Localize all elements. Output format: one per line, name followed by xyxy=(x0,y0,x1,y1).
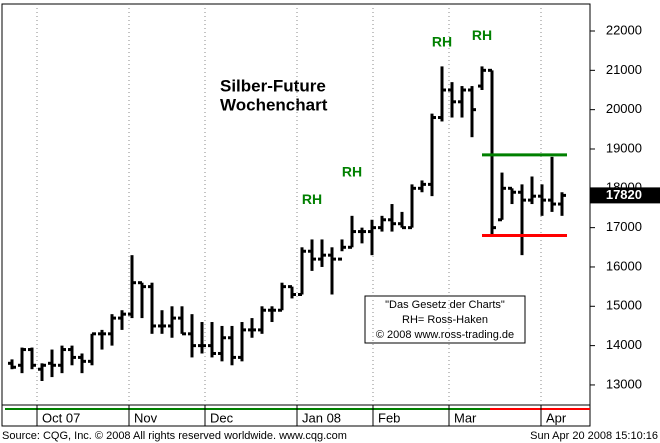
x-tick-label: Feb xyxy=(378,410,400,425)
y-tick-label: 14000 xyxy=(606,337,642,352)
y-tick-label: 19000 xyxy=(606,140,642,155)
x-tick-label: Oct 07 xyxy=(42,410,80,425)
y-tick-label: 15000 xyxy=(606,298,642,313)
x-tick-label: Dec xyxy=(210,410,234,425)
note-line: RH= Ross-Haken xyxy=(402,314,488,326)
note-box xyxy=(364,295,526,344)
y-tick-label: 16000 xyxy=(606,258,642,273)
last-price-box xyxy=(590,187,660,204)
last-price-label: 17820 xyxy=(606,187,642,202)
x-tick-label: Apr xyxy=(546,410,567,425)
source: Source: CQG, Inc. © 2008 All rights rese… xyxy=(2,430,347,442)
y-tick-label: 13000 xyxy=(606,376,642,391)
chart-subtitle: Wochenchart xyxy=(220,95,328,114)
note-line: "Das Gesetz der Charts" xyxy=(385,299,505,311)
y-tick-label: 20000 xyxy=(606,101,642,116)
annotation: RH xyxy=(302,191,322,207)
annotation: RH xyxy=(472,27,492,43)
note-line: © 2008 www.ross-trading.de xyxy=(376,329,514,341)
x-tick-label: Nov xyxy=(134,410,158,425)
y-tick-label: 17000 xyxy=(606,219,642,234)
x-tick-label: Mar xyxy=(454,410,477,425)
chart-title: Silber-Future xyxy=(220,76,326,95)
annotation: RH xyxy=(432,34,452,50)
y-tick-label: 22000 xyxy=(606,22,642,37)
y-tick-label: 21000 xyxy=(606,62,642,77)
timestamp: Sun Apr 20 2008 15:10:16 xyxy=(530,430,658,442)
annotation: RH xyxy=(342,163,362,179)
x-tick-label: Jan 08 xyxy=(302,410,341,425)
plot-frame xyxy=(1,3,591,427)
